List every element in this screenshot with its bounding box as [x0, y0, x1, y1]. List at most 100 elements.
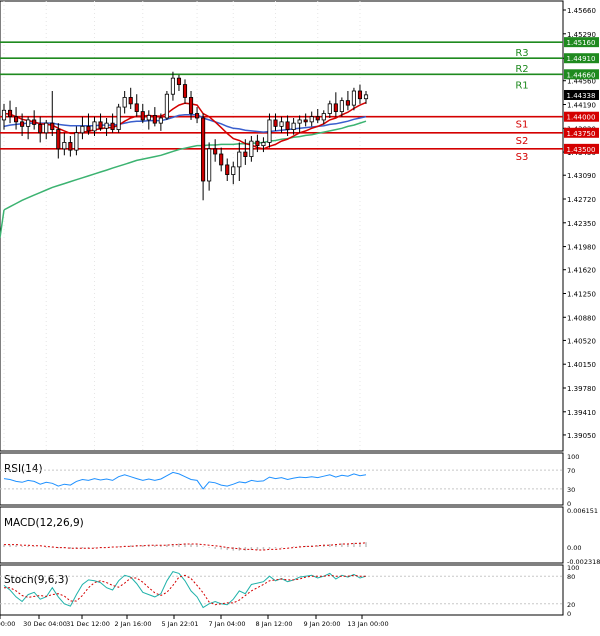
stoch-tick-label: 80 [567, 573, 575, 581]
candle-body [315, 116, 320, 121]
candle-body [1, 109, 7, 121]
rsi-panel-frame [0, 452, 564, 506]
rsi-line [3, 471, 367, 490]
candle-body [363, 94, 369, 100]
candle-body [164, 93, 169, 119]
candle-body [62, 142, 67, 150]
candle-body [182, 84, 188, 98]
candle-body [116, 106, 121, 130]
time-tick-label: 31 Dec 12:00 [66, 620, 110, 628]
candle-body [26, 119, 31, 127]
price-tick-label: 1.40520 [567, 337, 596, 345]
main-panel-grid [3, 1, 361, 451]
macd-tick-label: 0.00 [567, 544, 581, 552]
candle-body [273, 119, 278, 127]
candle-body [104, 122, 109, 129]
current-price-box [564, 89, 599, 100]
candle-body [291, 122, 296, 130]
candle-body [225, 164, 230, 175]
level-value-r1: 1.44660 [567, 71, 596, 79]
time-tick-label: 2 Jan 16:00 [114, 620, 151, 628]
price-tick-label: 1.42350 [567, 220, 596, 228]
ma-slow-line [3, 120, 367, 211]
price-tick-label: 1.39410 [567, 409, 596, 417]
candle-body [213, 148, 218, 155]
candlestick-series [1, 71, 369, 201]
level-label-s3: S3 [516, 152, 529, 163]
rsi-tick-label: 0 [567, 500, 571, 508]
price-tick-label: 1.40880 [567, 314, 596, 322]
current-price-value: 1.44338 [567, 92, 596, 100]
stoch-signal-line [4, 574, 366, 606]
candle-body [327, 103, 332, 114]
candle-body [188, 97, 194, 114]
macd-signal-line [4, 542, 367, 551]
candle-body [195, 113, 200, 119]
candle-body [321, 113, 326, 121]
candle-body [32, 119, 37, 125]
price-tick-label: 1.44560 [567, 78, 596, 86]
candle-body [176, 77, 182, 85]
price-tick-label: 1.45660 [567, 7, 596, 15]
candle-body [56, 129, 61, 150]
candle-body [7, 109, 13, 118]
candle-body [92, 121, 97, 132]
candle-body [38, 124, 43, 134]
candle-body [345, 100, 350, 106]
current-price-tag: 1.44338 [564, 89, 599, 100]
candle-body [231, 166, 236, 175]
stoch-tick-label: 100 [567, 564, 579, 572]
price-tick-label: 1.41250 [567, 291, 596, 299]
candle-body [122, 97, 127, 108]
level-label-r1: R1 [515, 80, 528, 91]
stoch-title: Stoch(9,6,3) [4, 574, 69, 586]
candle-body [110, 122, 115, 130]
ma-mid-line [3, 114, 367, 133]
price-tick-label: 1.40150 [567, 361, 596, 369]
candle-body [219, 153, 224, 166]
time-tick-label: 30 Dec 04:00 [23, 620, 67, 628]
rsi-tick-label: 30 [567, 486, 575, 494]
level-label-s2: S2 [516, 136, 529, 147]
level-label-s1: S1 [516, 120, 529, 131]
macd-title: MACD(12,26,9) [4, 517, 84, 529]
level-label-r3: R3 [515, 48, 528, 59]
rsi-title: RSI(14) [4, 463, 43, 475]
candle-body [309, 116, 314, 123]
candle-body [255, 140, 260, 147]
candle-body [170, 77, 175, 95]
candle-body [333, 103, 338, 112]
candle-body [44, 122, 49, 134]
price-tick-label: 1.41980 [567, 244, 596, 252]
candle-body [74, 132, 79, 151]
candle-body [297, 119, 302, 124]
price-tick-label: 1.39050 [567, 432, 596, 440]
level-label-r2: R2 [515, 64, 528, 75]
stoch-main-line [3, 571, 367, 609]
time-tick-label: 00:00 [0, 620, 15, 628]
rsi-tick-label: 70 [567, 467, 575, 475]
candle-body [158, 117, 163, 124]
ma-slow-line-lead [0, 209, 5, 238]
time-tick-label: 13 Jan 00:00 [347, 620, 388, 628]
candle-body [152, 115, 157, 124]
rsi-panel: 100 70 30 0 RSI(14) [0, 453, 579, 508]
candle-body [249, 140, 254, 157]
level-value-s1: 1.44000 [567, 114, 596, 122]
candle-body [285, 121, 290, 130]
time-tick-label: 7 Jan 04:00 [208, 620, 245, 628]
candle-body [86, 125, 91, 132]
price-tick-label: 1.39780 [567, 385, 596, 393]
main-panel-frame [0, 0, 564, 452]
candle-body [351, 90, 356, 106]
macd-panel-frame [0, 506, 564, 564]
candle-body [201, 117, 206, 182]
macd-panel: 0.006151 0.00 -0.002318 MACD(12,26,9) [3, 507, 600, 566]
level-value-box-r3 [564, 37, 599, 48]
level-value-s2: 1.43750 [567, 130, 596, 138]
candle-body [261, 142, 266, 147]
